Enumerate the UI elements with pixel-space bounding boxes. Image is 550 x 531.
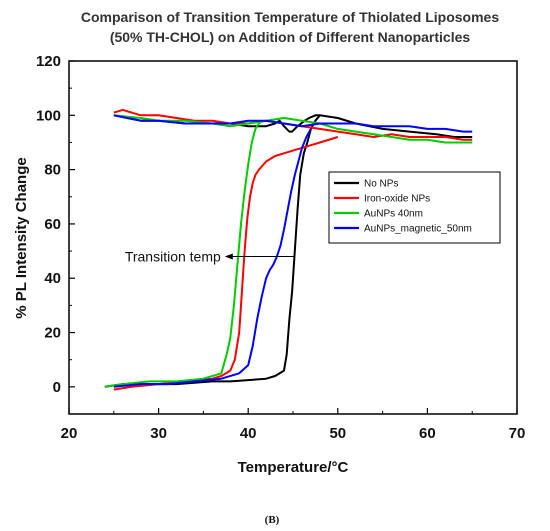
- series-line-rise-aunps-magnetic-50nm: [113, 128, 312, 388]
- legend-label: Iron-oxide NPs: [364, 194, 430, 205]
- legend: No NPs Iron-oxide NPs AuNPs 40nm AuNPs_magn…: [328, 171, 501, 244]
- x-tick-label: 20: [61, 425, 78, 442]
- y-tick-label: 20: [44, 325, 61, 342]
- y-tick-label: 0: [53, 379, 61, 396]
- annotation: Transition temp: [125, 249, 295, 265]
- x-tick-label: 50: [329, 425, 346, 442]
- chart-title-line1: Comparison of Transition Temperature of …: [81, 9, 499, 25]
- x-axis-label: Temperature/°C: [238, 459, 349, 476]
- series-line-plateau-aunps-magnetic-50nm: [113, 114, 473, 133]
- series-layer: [104, 108, 473, 391]
- y-tick-label: 60: [44, 216, 61, 233]
- legend-label: AuNPs 40nm: [364, 209, 423, 220]
- y-tick-label: 100: [36, 107, 61, 124]
- figure-caption: (B): [265, 514, 280, 526]
- y-tick-label: 120: [36, 53, 61, 70]
- y-tick-label: 80: [44, 162, 61, 179]
- series-line-rise-aunps-40nm: [104, 119, 264, 388]
- annotation-label: Transition temp: [125, 249, 221, 265]
- y-axis-label: % PL Intensity Change: [13, 157, 30, 318]
- x-axis: 20 30 40 50 60 70: [61, 408, 526, 442]
- y-tick-label: 40: [44, 270, 61, 287]
- x-tick-label: 70: [509, 425, 526, 442]
- x-tick-label: 30: [150, 425, 167, 442]
- x-tick-label: 60: [419, 425, 436, 442]
- series-line-plateau-aunps-40nm: [113, 114, 473, 144]
- y-axis: 0 20 40 60 80 100 120: [36, 53, 75, 415]
- x-tick-label: 40: [240, 425, 257, 442]
- legend-label: No NPs: [364, 179, 398, 190]
- legend-label: AuNPs_magnetic_50nm: [364, 224, 472, 235]
- chart-title-line2: (50% TH-CHOL) on Addition of Different N…: [110, 29, 471, 45]
